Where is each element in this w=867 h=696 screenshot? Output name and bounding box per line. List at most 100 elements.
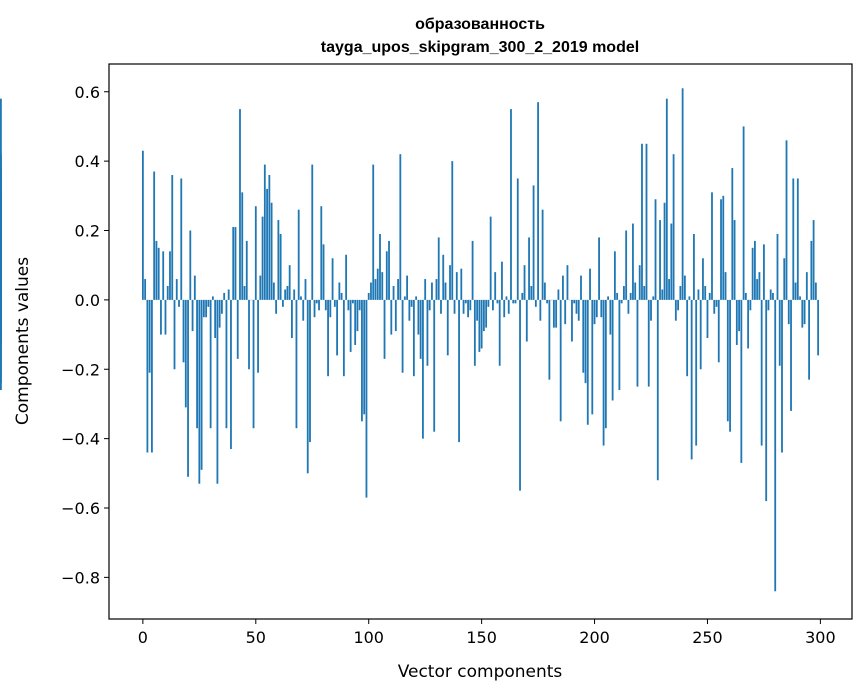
bar-171 xyxy=(528,237,530,300)
bar-12 xyxy=(169,251,171,300)
bar-126 xyxy=(426,299,429,366)
bar-183 xyxy=(555,299,558,328)
bar-148 xyxy=(476,299,479,321)
bar-196 xyxy=(584,299,587,384)
bar-292 xyxy=(801,299,804,328)
bar-213 xyxy=(623,286,625,300)
bar-85 xyxy=(333,299,336,307)
bar-223 xyxy=(645,143,648,300)
bar-269 xyxy=(749,299,752,311)
bar-197 xyxy=(586,299,589,425)
bar-270 xyxy=(751,247,754,300)
bar-51 xyxy=(257,299,259,373)
bar-138 xyxy=(453,299,456,314)
bar-73 xyxy=(306,299,309,474)
bar-55 xyxy=(266,188,268,300)
bar-53 xyxy=(261,216,264,300)
bar-101 xyxy=(370,282,372,300)
bar-42 xyxy=(236,299,239,359)
bar-83 xyxy=(329,299,332,318)
bar-52 xyxy=(259,275,262,300)
bar-39 xyxy=(230,299,232,450)
y-tick-label: 0.2 xyxy=(75,222,100,241)
bar-75 xyxy=(311,164,314,300)
y-tick-label: −0.8 xyxy=(61,568,100,587)
bar-106 xyxy=(381,272,384,300)
bar-142 xyxy=(462,299,465,314)
bar-65 xyxy=(288,265,291,300)
bar-274 xyxy=(760,299,763,446)
bar-44 xyxy=(241,192,244,300)
bar-50 xyxy=(254,206,257,300)
x-tick-label: 0 xyxy=(138,628,148,647)
bar-248 xyxy=(702,258,704,300)
bar-5 xyxy=(153,171,156,300)
bar-146 xyxy=(471,240,474,300)
bar-120 xyxy=(412,299,415,377)
ticks-group: 0 50 100 150 200 250 300 0.6 0.4 0.2 0.0 −0.2 −0.4 −0… xyxy=(61,83,836,647)
bar-285 xyxy=(785,140,788,300)
bar-186 xyxy=(562,275,564,300)
bar-277 xyxy=(767,299,770,311)
bar-76 xyxy=(313,299,316,318)
bar-130 xyxy=(435,279,438,300)
bar-178 xyxy=(543,282,546,300)
bar-47 xyxy=(248,299,250,370)
bar-67 xyxy=(293,289,296,300)
bar-287 xyxy=(790,299,792,411)
bar-28 xyxy=(205,299,208,318)
bar-195 xyxy=(582,299,585,373)
bar-117 xyxy=(406,275,409,300)
bar-31 xyxy=(211,296,214,300)
bar-153 xyxy=(487,299,490,307)
bar-266 xyxy=(742,126,745,300)
bar-204 xyxy=(602,299,605,446)
bar-38 xyxy=(227,289,230,300)
bar-84 xyxy=(331,258,334,300)
bar-105 xyxy=(379,233,381,300)
bar-7 xyxy=(157,247,160,300)
bar-293 xyxy=(803,299,806,325)
bar-18 xyxy=(182,299,185,363)
bar-291 xyxy=(799,296,801,300)
bar-298 xyxy=(814,282,817,300)
bar-95 xyxy=(356,299,359,332)
bar-235 xyxy=(672,154,675,300)
bar-92 xyxy=(349,299,352,352)
bar-200 xyxy=(593,299,596,325)
bar-141 xyxy=(460,268,463,300)
bar-155 xyxy=(492,299,494,311)
bar-103 xyxy=(374,279,377,300)
bar-26 xyxy=(200,299,203,470)
bar-296 xyxy=(810,240,813,300)
y-tick-label: 0.0 xyxy=(75,291,100,310)
bar-198 xyxy=(589,268,591,300)
bar-218 xyxy=(634,282,637,300)
bar-35 xyxy=(221,299,223,314)
y-tick-label: −0.4 xyxy=(61,430,100,449)
bar-242 xyxy=(688,296,691,300)
bar-244 xyxy=(693,233,695,300)
bar-278 xyxy=(769,289,772,300)
bar-161 xyxy=(505,296,508,300)
bar-110 xyxy=(390,299,393,335)
bar-43 xyxy=(239,109,241,300)
bar-283 xyxy=(781,299,783,453)
bar-113 xyxy=(397,279,399,300)
bar-68 xyxy=(295,299,298,429)
bar-246 xyxy=(697,289,700,300)
bar-94 xyxy=(354,299,357,345)
bar-265 xyxy=(740,299,743,463)
bar-174 xyxy=(534,299,537,307)
x-axis-label: Vector components xyxy=(398,662,563,682)
y-axis-label: Components values xyxy=(13,257,33,425)
bar-63 xyxy=(284,289,287,300)
bar-132 xyxy=(440,299,442,314)
bar-210 xyxy=(616,292,619,300)
bars-group xyxy=(0,88,820,592)
bar-1 xyxy=(144,279,147,300)
bar-151 xyxy=(482,299,485,332)
bar-150 xyxy=(480,299,483,349)
bar-156 xyxy=(494,272,497,300)
